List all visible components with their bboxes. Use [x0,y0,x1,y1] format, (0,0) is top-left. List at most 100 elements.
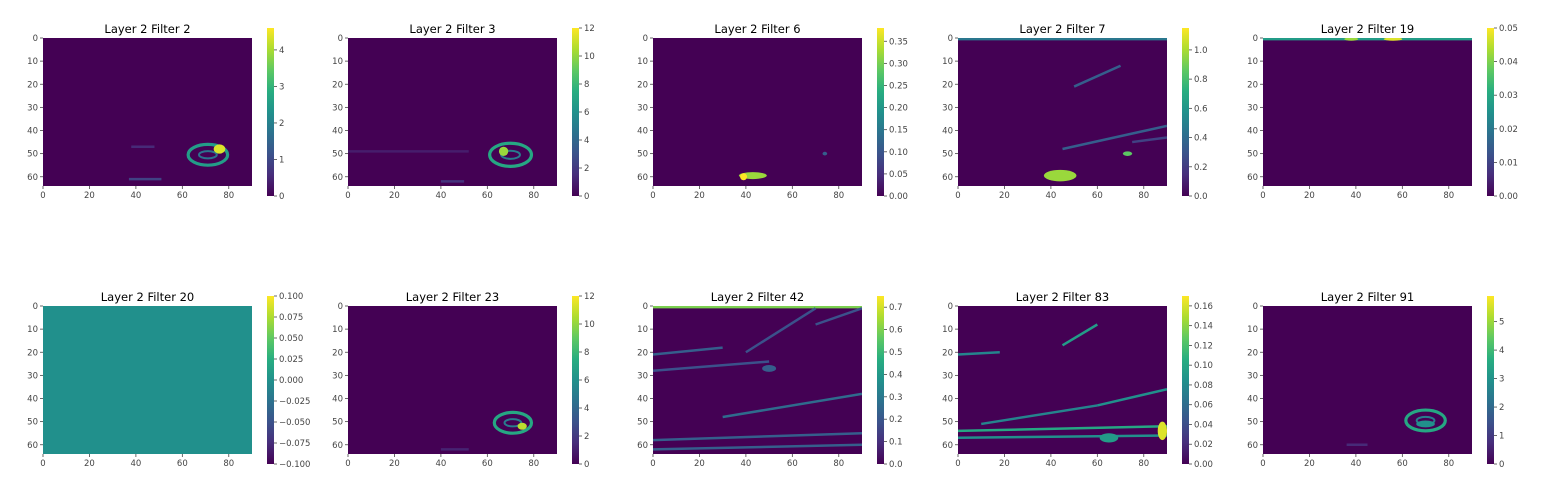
colorbar-tick-label: 0.4 [1194,134,1208,144]
colorbar-tick-label: 0.02 [1499,125,1518,135]
activation-line [981,404,1098,426]
activation-line [1062,124,1167,151]
colorbar-tick-label: 0.10 [1194,361,1213,371]
y-tick-label: 30 [1247,371,1258,381]
x-tick-label: 0 [650,459,655,469]
y-tick-label: 50 [942,150,953,160]
y-tick-label: 40 [27,127,38,137]
x-tick-label: 0 [40,191,45,201]
y-tick-label: 0 [338,302,343,312]
colorbar-tick-label: 0.050 [279,334,303,344]
x-tick-label: 80 [1443,459,1454,469]
colorbar-tick-label: 0.5 [889,348,903,358]
activation-line [653,360,770,372]
x-tick-label: 20 [389,191,400,201]
y-tick-label: 40 [942,395,953,405]
colorbar-tick-label: 0.025 [279,355,303,365]
heatmap-background [653,38,862,186]
y-tick-label: 60 [332,173,343,183]
heatmap-panel: Layer 2 Filter 20 20 40 60 80010203040506001… [27,22,284,202]
y-tick-label: 40 [942,127,953,137]
y-tick-label: 0 [643,34,648,44]
colorbar-tick-label: 1.0 [1194,46,1208,56]
y-tick-label: 0 [643,302,648,312]
y-tick-label: 20 [27,348,38,358]
y-tick-label: 50 [942,418,953,428]
colorbar-tick-label: 0 [279,192,284,202]
activation-line [1097,388,1167,407]
activation-blob [740,173,748,181]
x-tick-label: 20 [694,459,705,469]
activation-blob [498,146,509,156]
colorbar [877,296,884,464]
x-tick-label: 80 [833,459,844,469]
y-tick-label: 10 [942,325,953,335]
colorbar-tick-label: 0 [584,192,589,202]
y-tick-label: 10 [332,57,343,67]
heatmap-activations [653,306,862,451]
x-tick-label: 0 [1260,459,1265,469]
colorbar-tick-label: 0.00 [1194,460,1213,470]
x-tick-label: 40 [740,459,751,469]
panel-title: Layer 2 Filter 7 [1019,22,1105,36]
colorbar-tick-label: 4 [584,136,589,146]
colorbar-tick-label: 0.25 [889,81,908,91]
colorbar-tick-label: −0.050 [279,418,310,428]
heatmap-activations [128,142,230,181]
colorbar-tick-label: −0.100 [279,460,310,470]
x-tick-label: 0 [345,459,350,469]
x-tick-label: 40 [740,191,751,201]
colorbar-tick-label: 10 [584,320,595,330]
activation-ring-inner [197,150,218,160]
colorbar-tick-label: 6 [584,376,589,386]
x-tick-label: 80 [1443,191,1454,201]
heatmap-panel: Layer 2 Filter 19 0 20 40 60 80 0 10 20 30 40 50 60 0… [1247,22,1518,202]
y-tick-label: 10 [1247,325,1258,335]
colorbar-tick-label: 0.35 [889,37,908,47]
y-tick-label: 10 [1247,57,1258,67]
y-tick-label: 60 [942,173,953,183]
activation-line [958,425,1167,433]
x-tick-label: 20 [694,191,705,201]
y-tick-label: 40 [332,127,343,137]
y-tick-label: 50 [637,150,648,160]
y-tick-label: 60 [1247,173,1258,183]
colorbar-tick-label: 4 [1499,346,1504,356]
panel-title: Layer 2 Filter 6 [714,22,800,36]
x-tick-label: 40 [130,459,141,469]
y-tick-label: 50 [637,418,648,428]
y-tick-label: 20 [637,80,648,90]
y-tick-label: 50 [27,150,38,160]
y-tick-label: 30 [27,371,38,381]
y-tick-label: 30 [27,103,38,113]
y-tick-label: 0 [948,302,953,312]
x-tick-label: 0 [1260,191,1265,201]
y-tick-label: 30 [637,103,648,113]
x-tick-label: 0 [650,191,655,201]
y-tick-label: 40 [1247,127,1258,137]
heatmap-activations [1263,38,1472,41]
y-tick-label: 10 [27,325,38,335]
colorbar-tick-label: 0.30 [889,59,908,69]
x-tick-label: 40 [1350,459,1361,469]
x-tick-label: 60 [1397,191,1408,201]
y-tick-label: 60 [1247,441,1258,451]
colorbar-tick-label: 12 [584,292,595,302]
colorbar-tick-label: 0.05 [889,170,908,180]
y-tick-label: 30 [332,103,343,113]
y-tick-label: 0 [1253,34,1258,44]
colorbar-tick-label: 3 [1499,375,1504,385]
x-tick-label: 0 [40,459,45,469]
colorbar-tick-label: 2 [279,119,284,129]
colorbar [1182,296,1189,464]
activation-line [1132,136,1167,144]
activation-blob [762,364,777,372]
colorbar-tick-label: 0.03 [1499,91,1518,101]
colorbar-tick-label: 0.3 [889,393,903,403]
activation-line [653,346,723,356]
y-tick-label: 20 [942,80,953,90]
x-tick-label: 0 [345,191,350,201]
heatmap-panel: Layer 2 Filter 20 0 20 40 60 80 0 10 20 30 40 50 60 −… [27,290,310,470]
colorbar [877,28,884,196]
colorbar-tick-label: 0.05 [1499,24,1518,34]
